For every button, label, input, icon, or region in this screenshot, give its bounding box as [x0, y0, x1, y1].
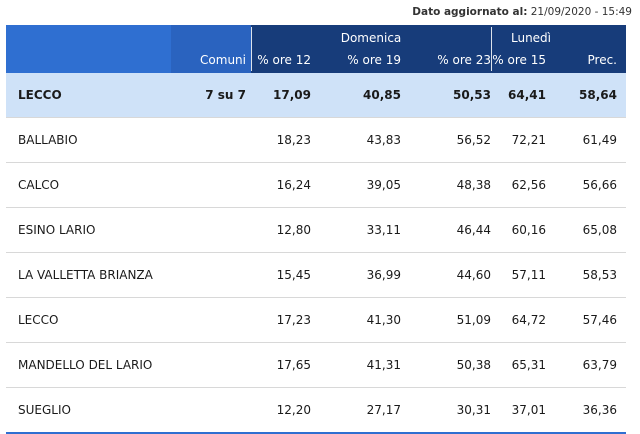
row-prec: 56,66: [582, 178, 617, 192]
table-row: LA VALLETTA BRIANZA 15,45 36,99 44,60 57…: [6, 253, 626, 298]
row-ore-23: 48,38: [456, 178, 491, 192]
update-timestamp: Dato aggiornato al: 21/09/2020 - 15:49: [412, 6, 632, 18]
update-value: 21/09/2020 - 15:49: [530, 6, 632, 18]
row-ore-19: 43,83: [366, 133, 401, 147]
row-ore-23: 50,53: [453, 88, 491, 102]
row-ore-23: 51,09: [456, 313, 491, 327]
row-ore-12: 15,45: [276, 268, 311, 282]
row-ore-12: 16,24: [276, 178, 311, 192]
col-ore-15: % ore 15: [492, 53, 546, 67]
row-ore-19: 27,17: [366, 403, 401, 417]
row-ore-12: 17,23: [276, 313, 311, 327]
table-row-total: LECCO 7 su 7 17,09 40,85 50,53 64,41 58,…: [6, 73, 626, 118]
row-ore-15: 57,11: [511, 268, 546, 282]
row-prec: 63,79: [582, 358, 617, 372]
update-label: Dato aggiornato al:: [412, 6, 528, 18]
row-ore-15: 72,21: [511, 133, 546, 147]
row-prec: 58,53: [582, 268, 617, 282]
row-name: BALLABIO: [18, 133, 78, 147]
row-ore-12: 18,23: [276, 133, 311, 147]
row-prec: 57,46: [582, 313, 617, 327]
table-row: SUEGLIO 12,20 27,17 30,31 37,01 36,36: [6, 388, 626, 434]
row-ore-19: 41,30: [366, 313, 401, 327]
row-name: LA VALLETTA BRIANZA: [18, 268, 153, 282]
row-prec: 61,49: [582, 133, 617, 147]
table-header: Domenica Lunedì Comuni % ore 12 % ore 19…: [6, 25, 626, 73]
row-ore-19: 36,99: [366, 268, 401, 282]
table-row: CALCO 16,24 39,05 48,38 62,56 56,66: [6, 163, 626, 208]
row-ore-15: 37,01: [511, 403, 546, 417]
row-name: SUEGLIO: [18, 403, 71, 417]
row-name: MANDELLO DEL LARIO: [18, 358, 153, 372]
row-ore-19: 40,85: [363, 88, 401, 102]
row-ore-23: 30,31: [456, 403, 491, 417]
group-lunedi: Lunedì: [510, 31, 552, 45]
group-domenica: Domenica: [340, 31, 402, 45]
row-prec: 36,36: [582, 403, 617, 417]
row-comuni: 7 su 7: [205, 88, 246, 102]
row-ore-15: 62,56: [511, 178, 546, 192]
row-name: LECCO: [18, 88, 62, 102]
col-comuni: Comuni: [200, 53, 246, 67]
row-ore-15: 64,72: [511, 313, 546, 327]
row-ore-19: 39,05: [366, 178, 401, 192]
row-ore-12: 12,20: [276, 403, 311, 417]
row-ore-23: 50,38: [456, 358, 491, 372]
row-prec: 58,64: [579, 88, 617, 102]
row-ore-23: 46,44: [456, 223, 491, 237]
row-ore-15: 65,31: [511, 358, 546, 372]
col-ore-12: % ore 12: [257, 53, 311, 67]
row-ore-19: 41,31: [366, 358, 401, 372]
col-ore-19: % ore 19: [347, 53, 401, 67]
col-ore-23: % ore 23: [437, 53, 491, 67]
row-ore-19: 33,11: [366, 223, 401, 237]
row-name: LECCO: [18, 313, 59, 327]
table-row: MANDELLO DEL LARIO 17,65 41,31 50,38 65,…: [6, 343, 626, 388]
table-row: BALLABIO 18,23 43,83 56,52 72,21 61,49: [6, 118, 626, 163]
row-ore-23: 56,52: [456, 133, 491, 147]
row-name: ESINO LARIO: [18, 223, 96, 237]
row-ore-23: 44,60: [456, 268, 491, 282]
row-prec: 65,08: [582, 223, 617, 237]
table-row: ESINO LARIO 12,80 33,11 46,44 60,16 65,0…: [6, 208, 626, 253]
row-ore-15: 60,16: [511, 223, 546, 237]
table-row: LECCO 17,23 41,30 51,09 64,72 57,46: [6, 298, 626, 343]
row-ore-15: 64,41: [508, 88, 546, 102]
row-ore-12: 17,09: [273, 88, 311, 102]
row-ore-12: 17,65: [276, 358, 311, 372]
turnout-table: LECCO 7 su 7 17,09 40,85 50,53 64,41 58,…: [6, 73, 626, 434]
row-name: CALCO: [18, 178, 60, 192]
row-ore-12: 12,80: [276, 223, 311, 237]
col-prec: Prec.: [587, 53, 618, 67]
